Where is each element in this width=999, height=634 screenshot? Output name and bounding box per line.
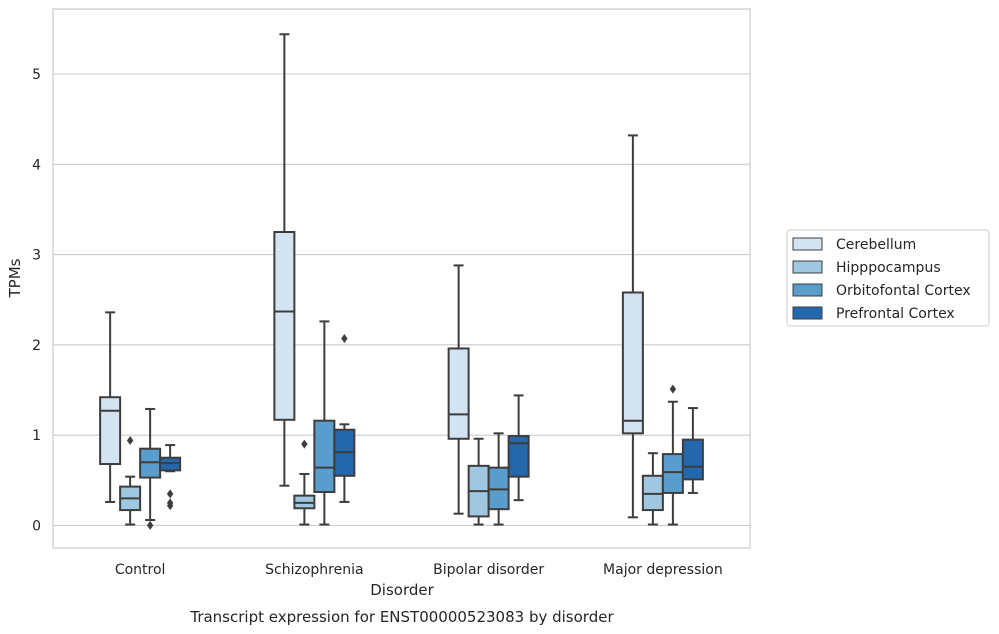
outlier-point — [126, 436, 134, 446]
y-tick-label: 1 — [32, 428, 41, 444]
box-cerebellum-major-depression — [621, 134, 644, 519]
y-tick-label: 3 — [32, 248, 41, 264]
legend-label-prefrontal-cortex: Prefrontal Cortex — [836, 306, 955, 322]
box-prefrontal-cortex-bipolar-disorder — [507, 394, 530, 502]
box-prefrontal-cortex-major-depression — [681, 407, 704, 494]
legend-swatch-orbitofontal-cortex — [792, 283, 823, 297]
legend-label-hipppocampus: Hipppocampus — [836, 260, 941, 276]
box-iqr — [507, 435, 530, 478]
legend-label-cerebellum: Cerebellum — [836, 237, 916, 253]
box-cerebellum-control — [99, 311, 122, 503]
box-series-layer — [99, 33, 704, 530]
x-tick-label: Major depression — [603, 562, 723, 578]
outlier-point — [341, 334, 348, 344]
box-hipppocampus-schizophrenia — [293, 439, 316, 526]
plot-frame — [52, 8, 751, 549]
box-prefrontal-cortex-schizophrenia — [333, 334, 356, 503]
x-tick-label: Control — [115, 562, 166, 578]
x-tick-label: Schizophrenia — [265, 562, 363, 578]
box-hipppocampus-control — [119, 436, 142, 526]
x-tick-labels: Control Schizophrenia Bipolar disorder Majo… — [115, 562, 723, 578]
y-tick-label: 0 — [32, 518, 41, 534]
x-tick-label: Bipolar disorder — [433, 562, 544, 578]
legend-swatch-cerebellum — [792, 237, 823, 251]
legend-swatch-hipppocampus — [792, 260, 823, 274]
y-tick-label: 5 — [32, 67, 41, 83]
chart-caption: Transcript expression for ENST0000052308… — [189, 608, 614, 626]
legend-swatch-prefrontal-cortex — [792, 306, 823, 320]
box-iqr — [313, 419, 336, 494]
legend-label-orbitofontal-cortex: Orbitofontal Cortex — [836, 283, 971, 299]
y-tick-labels: 0 1 2 3 4 5 — [32, 67, 41, 534]
legend-frame — [786, 229, 990, 327]
box-orbitofontal-cortex-control — [139, 407, 162, 530]
outlier-point — [301, 439, 308, 449]
outlier-point — [166, 489, 174, 499]
legend: Cerebellum Hipppocampus Orbitofontal Corte… — [786, 229, 990, 327]
outlier-point — [146, 520, 154, 530]
box-iqr — [273, 231, 296, 421]
x-axis-label: Disorder — [370, 581, 434, 599]
box-prefrontal-cortex-control — [159, 444, 182, 511]
box-iqr — [661, 453, 684, 494]
box-cerebellum-schizophrenia — [273, 33, 296, 487]
box-orbitofontal-cortex-bipolar-disorder — [487, 432, 510, 526]
box-cerebellum-bipolar-disorder — [447, 264, 470, 515]
box-iqr — [447, 347, 470, 440]
y-axis-label: TPMs — [6, 258, 24, 298]
box-iqr — [99, 396, 122, 466]
box-iqr — [621, 291, 644, 435]
y-tick-label: 2 — [32, 338, 41, 354]
outlier-point — [669, 384, 677, 394]
outlier-point — [166, 501, 174, 511]
y-tick-label: 4 — [32, 157, 41, 173]
box-iqr — [681, 438, 704, 481]
box-orbitofontal-cortex-schizophrenia — [313, 320, 336, 526]
